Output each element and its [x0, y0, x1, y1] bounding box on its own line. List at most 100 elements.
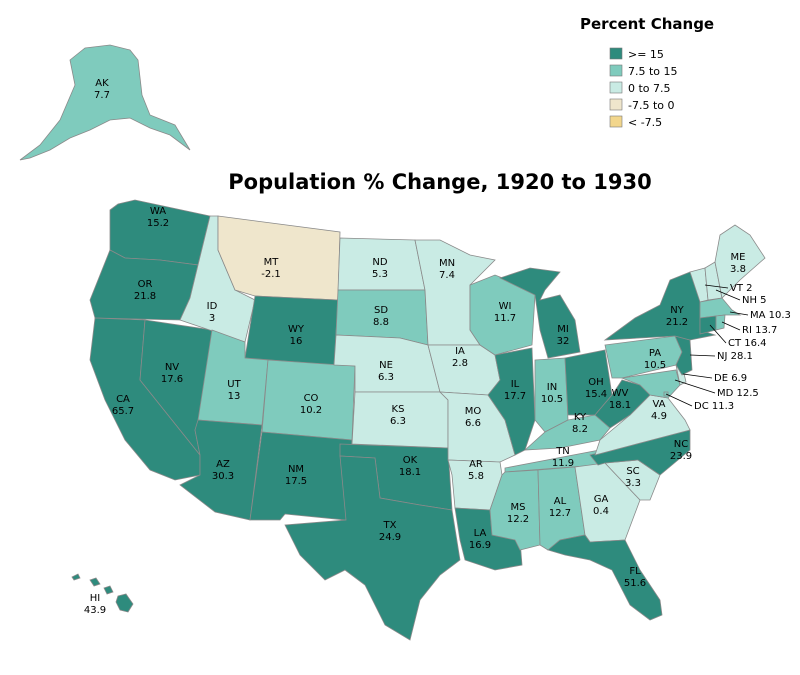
legend-swatch [609, 47, 623, 60]
state-label-NJ: NJ 28.1 [717, 351, 753, 362]
state-value-HI: 43.9 [84, 605, 106, 616]
state-abbr-WI: WI [499, 301, 512, 312]
state-abbr-TN: TN [555, 446, 570, 457]
state-abbr-SC: SC [626, 466, 639, 477]
leader-DC [665, 393, 693, 407]
legend-swatch [609, 98, 623, 111]
leader-CT [709, 324, 727, 344]
state-HI[interactable] [71, 573, 134, 613]
state-abbr-NY: NY [670, 305, 684, 316]
state-value-NY: 21.2 [666, 317, 688, 328]
state-value-NC: 23.9 [670, 451, 692, 462]
state-abbr-MO: MO [465, 406, 482, 417]
state-abbr-NM: NM [288, 464, 304, 475]
state-abbr-IL: IL [511, 379, 520, 390]
state-value-ND: 5.3 [372, 269, 388, 280]
state-value-CO: 10.2 [300, 405, 322, 416]
state-abbr-KS: KS [392, 404, 405, 415]
state-value-OH: 15.4 [585, 389, 607, 400]
state-abbr-ND: ND [372, 257, 387, 268]
leader-MD [674, 379, 716, 394]
state-TX[interactable] [284, 455, 461, 641]
state-RI[interactable] [715, 314, 726, 331]
state-value-IA: 2.8 [452, 358, 468, 369]
state-label-NH: NH 5 [742, 295, 767, 306]
state-abbr-IA: IA [455, 346, 465, 357]
state-abbr-NC: NC [674, 439, 688, 450]
legend-label: -7.5 to 0 [628, 99, 675, 112]
state-abbr-TX: TX [383, 520, 397, 531]
state-MI[interactable] [498, 267, 581, 359]
state-value-SC: 3.3 [625, 478, 641, 489]
state-value-TX: 24.9 [379, 532, 401, 543]
state-label-CT: CT 16.4 [728, 338, 767, 349]
state-value-KY: 8.2 [572, 424, 588, 435]
state-AK[interactable] [19, 44, 191, 161]
legend-title: Percent Change [580, 15, 714, 33]
state-IL[interactable] [487, 347, 536, 456]
leader-VT [704, 284, 729, 289]
state-value-MI: 32 [557, 336, 570, 347]
state-value-LA: 16.9 [469, 540, 491, 551]
state-value-PA: 10.5 [644, 360, 666, 371]
leader-NJ [689, 354, 716, 357]
state-value-AK: 7.7 [94, 90, 110, 101]
state-value-VA: 4.9 [651, 411, 667, 422]
state-value-NV: 17.6 [161, 374, 183, 385]
state-abbr-NE: NE [379, 360, 393, 371]
state-abbr-VA: VA [652, 399, 665, 410]
leader-NH [715, 289, 741, 301]
leader-MA [729, 311, 749, 316]
state-value-IN: 10.5 [541, 394, 563, 405]
state-label-DC: DC 11.3 [694, 401, 734, 412]
state-value-ME: 3.8 [730, 264, 746, 275]
state-abbr-SD: SD [374, 305, 388, 316]
state-abbr-NV: NV [165, 362, 179, 373]
state-value-WY: 16 [290, 336, 303, 347]
state-value-MT: -2.1 [261, 269, 281, 280]
state-abbr-WV: WV [612, 388, 629, 399]
state-label-MA: MA 10.3 [750, 310, 791, 321]
state-abbr-OH: OH [588, 377, 603, 388]
state-abbr-PA: PA [649, 348, 661, 359]
state-abbr-MN: MN [439, 258, 455, 269]
state-value-GA: 0.4 [593, 506, 609, 517]
state-value-KS: 6.3 [390, 416, 406, 427]
state-abbr-FL: FL [629, 566, 641, 577]
state-label-RI: RI 13.7 [742, 325, 777, 336]
state-AZ[interactable] [179, 419, 263, 521]
legend-swatch [609, 64, 623, 77]
state-MT[interactable] [217, 215, 341, 301]
state-abbr-UT: UT [227, 379, 241, 390]
state-abbr-KY: KY [574, 412, 587, 423]
state-CT[interactable] [699, 315, 717, 335]
legend-label: 7.5 to 15 [628, 65, 678, 78]
state-MA[interactable] [699, 297, 742, 319]
state-MD[interactable] [620, 369, 681, 399]
state-label-VT: VT 2 [730, 283, 753, 294]
state-value-CA: 65.7 [112, 406, 134, 417]
state-value-WV: 18.1 [609, 400, 631, 411]
state-value-IL: 17.7 [504, 391, 526, 402]
state-NC[interactable] [589, 429, 691, 476]
state-value-ID: 3 [209, 313, 215, 324]
state-value-MN: 7.4 [439, 270, 455, 281]
state-value-FL: 51.6 [624, 578, 646, 589]
state-FL[interactable] [547, 534, 663, 621]
state-value-UT: 13 [228, 391, 241, 402]
legend-label: < -7.5 [628, 116, 662, 129]
leader-DE [682, 373, 713, 379]
state-ID[interactable] [179, 215, 256, 343]
state-ME[interactable] [714, 224, 766, 299]
legend: Percent Change >= 15 7.5 to 15 0 to 7.5 -7.… [580, 15, 714, 129]
state-value-TN: 11.9 [552, 458, 574, 469]
state-label-MD: MD 12.5 [717, 388, 759, 399]
state-abbr-IN: IN [547, 382, 557, 393]
state-label-DE: DE 6.9 [714, 373, 747, 384]
state-abbr-AZ: AZ [216, 459, 230, 470]
state-abbr-HI: HI [90, 593, 100, 604]
state-abbr-ID: ID [207, 301, 218, 312]
state-value-OK: 18.1 [399, 467, 421, 478]
